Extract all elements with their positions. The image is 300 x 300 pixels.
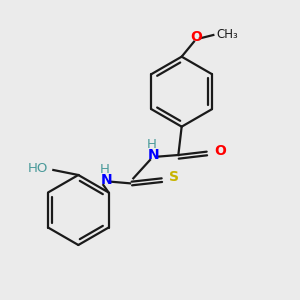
Text: O: O: [191, 30, 203, 44]
Text: O: O: [214, 144, 226, 158]
Text: H: H: [147, 139, 157, 152]
Text: N: N: [101, 173, 112, 187]
Text: CH₃: CH₃: [217, 28, 238, 41]
Text: H: H: [100, 164, 110, 176]
Text: S: S: [169, 170, 179, 184]
Text: HO: HO: [28, 162, 48, 175]
Text: N: N: [148, 148, 159, 162]
